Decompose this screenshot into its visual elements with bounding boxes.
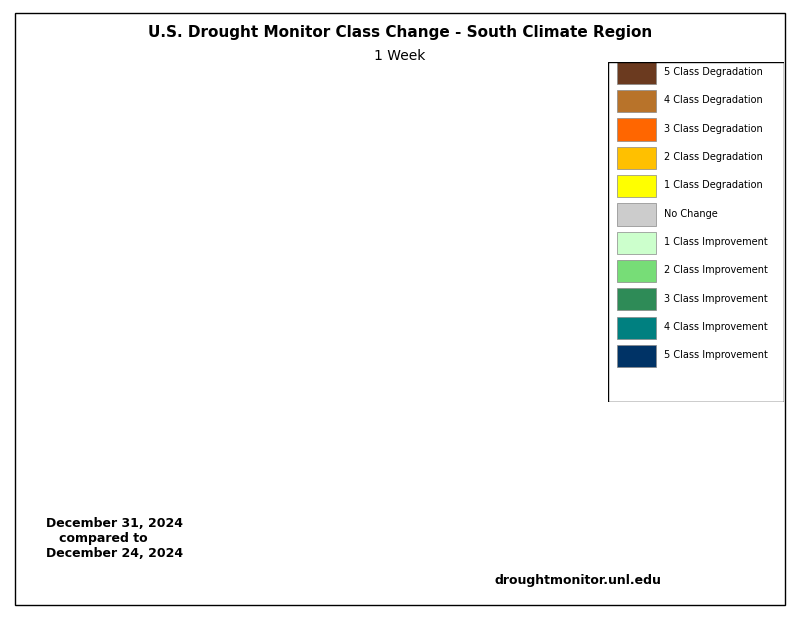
FancyBboxPatch shape — [617, 316, 655, 339]
Text: 1 Class Degradation: 1 Class Degradation — [664, 180, 763, 190]
Text: U.S. Drought Monitor Class Change - South Climate Region: U.S. Drought Monitor Class Change - Sout… — [148, 25, 652, 40]
Text: No Change: No Change — [664, 209, 718, 219]
Text: 3 Class Improvement: 3 Class Improvement — [664, 294, 768, 303]
FancyBboxPatch shape — [617, 260, 655, 282]
Text: 2 Class Improvement: 2 Class Improvement — [664, 265, 768, 275]
FancyBboxPatch shape — [617, 175, 655, 197]
FancyBboxPatch shape — [617, 62, 655, 84]
FancyBboxPatch shape — [617, 203, 655, 226]
Text: 4 Class Degradation: 4 Class Degradation — [664, 95, 763, 105]
FancyBboxPatch shape — [617, 345, 655, 367]
Text: 5 Class Degradation: 5 Class Degradation — [664, 67, 763, 77]
FancyBboxPatch shape — [617, 232, 655, 254]
Text: droughtmonitor.unl.edu: droughtmonitor.unl.edu — [494, 574, 662, 587]
Text: 4 Class Improvement: 4 Class Improvement — [664, 322, 768, 332]
FancyBboxPatch shape — [617, 119, 655, 140]
Text: 5 Class Improvement: 5 Class Improvement — [664, 350, 768, 360]
FancyBboxPatch shape — [617, 289, 655, 310]
Text: 2 Class Degradation: 2 Class Degradation — [664, 152, 763, 162]
Text: 3 Class Degradation: 3 Class Degradation — [664, 124, 763, 133]
Text: 1 Class Improvement: 1 Class Improvement — [664, 237, 768, 247]
Text: December 31, 2024
   compared to
December 24, 2024: December 31, 2024 compared to December 2… — [46, 517, 183, 560]
FancyBboxPatch shape — [617, 146, 655, 169]
FancyBboxPatch shape — [617, 90, 655, 112]
Text: 1 Week: 1 Week — [374, 49, 426, 63]
